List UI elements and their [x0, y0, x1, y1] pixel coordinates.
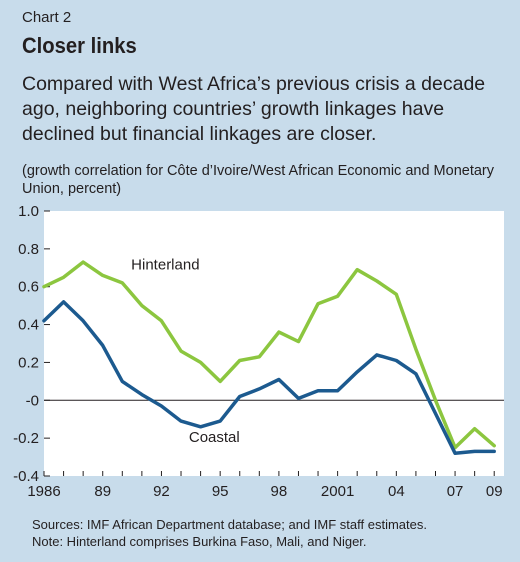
x-tick-label: 07	[447, 483, 464, 500]
chart-footer: Sources: IMF African Department database…	[32, 516, 427, 550]
series-line-coastal	[42, 300, 496, 456]
y-tick-label: 0.4	[18, 317, 39, 334]
x-tick-label: 2001	[321, 483, 354, 500]
series-label-hinterland: Hinterland	[131, 257, 199, 274]
plot-area	[44, 211, 504, 476]
y-tick-label: 1.0	[18, 203, 39, 220]
y-tick-label: -0.2	[13, 430, 39, 447]
hinterland-note: Note: Hinterland comprises Burkina Faso,…	[32, 534, 367, 549]
x-tick-label: 95	[212, 483, 229, 500]
x-tick-label: 04	[388, 483, 405, 500]
y-tick-label: -0	[26, 392, 39, 409]
y-tick-label: 0.2	[18, 354, 39, 371]
units-note: (growth correlation for Côte d’Ivoire/We…	[22, 163, 494, 197]
chart-subtitle: Compared with West Africa’s previous cri…	[22, 73, 486, 145]
sources-note: Sources: IMF African Department database…	[32, 517, 427, 532]
x-tick-label: 98	[271, 483, 288, 500]
series-line-hinterland	[42, 260, 496, 450]
x-tick-label: 1986	[27, 483, 60, 500]
x-tick-label: 92	[153, 483, 170, 500]
x-tick-label: 09	[486, 483, 503, 500]
x-tick-label: 89	[94, 483, 111, 500]
y-tick-label: -0.4	[13, 468, 39, 485]
y-tick-label: 0.8	[18, 241, 39, 258]
chart-number: Chart 2	[22, 9, 72, 26]
chart-title: Closer links	[22, 33, 137, 58]
y-tick-label: 0.6	[18, 279, 39, 296]
series-label-coastal: Coastal	[189, 429, 240, 446]
